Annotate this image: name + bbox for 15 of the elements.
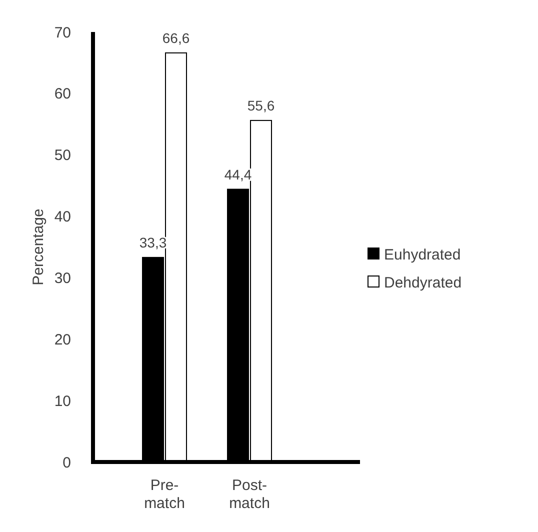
x-tick-label: Post-match: [229, 477, 270, 512]
legend-label: Euhydrated: [384, 246, 461, 264]
y-tick-label: 0: [62, 454, 71, 472]
y-tick-label: 50: [54, 147, 71, 164]
legend-label: Dehdyrated: [384, 274, 462, 292]
y-tick-label: 10: [54, 392, 71, 410]
y-tick-label: 60: [54, 86, 71, 103]
y-tick-label: 20: [54, 331, 71, 348]
y-tick-label: 70: [54, 24, 71, 42]
y-tick-label: 30: [54, 270, 71, 287]
data-label: 55,6: [247, 97, 275, 114]
data-label: 66,6: [162, 30, 190, 46]
x-tick-label: Pre-match: [144, 477, 185, 512]
y-tick-label: 40: [54, 208, 71, 226]
y-axis-title: Percentage: [30, 208, 47, 286]
